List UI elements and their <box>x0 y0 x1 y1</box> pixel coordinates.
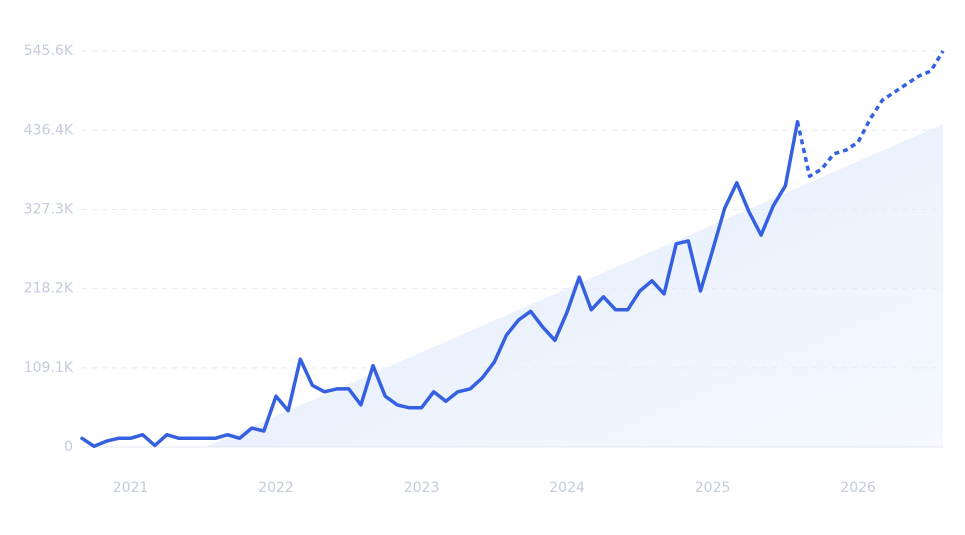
x-tick-label: 2021 <box>113 480 149 496</box>
x-tick-label: 2022 <box>258 480 294 496</box>
x-tick-label: 2026 <box>840 480 876 496</box>
y-tick-label: 327.3K <box>24 201 74 217</box>
y-tick-label: 109.1K <box>24 360 74 376</box>
trend-area <box>205 124 943 447</box>
y-tick-label: 0 <box>64 439 73 455</box>
y-tick-label: 436.4K <box>24 122 74 138</box>
x-tick-label: 2024 <box>549 480 585 496</box>
series-line <box>80 120 800 449</box>
y-tick-label: 545.6K <box>24 43 74 59</box>
series-line <box>795 50 945 179</box>
y-tick-label: 218.2K <box>24 281 74 297</box>
x-tick-label: 2025 <box>695 480 731 496</box>
x-tick-label: 2023 <box>404 480 440 496</box>
